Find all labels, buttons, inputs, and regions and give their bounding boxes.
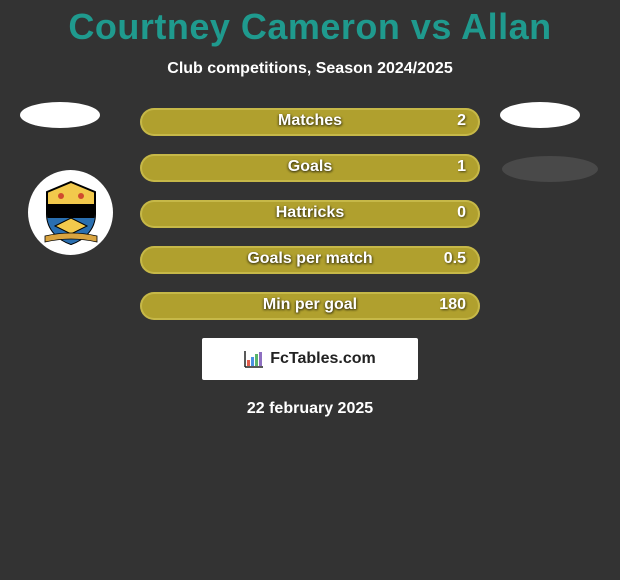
root: Courtney Cameron vs Allan Club competiti… <box>0 0 620 580</box>
date-text: 22 february 2025 <box>0 400 620 418</box>
stat-row-matches: Matches 2 <box>140 108 480 136</box>
right-mid-ellipse <box>502 156 598 182</box>
right-top-ellipse <box>500 102 580 128</box>
stat-value: 1 <box>457 158 466 176</box>
stat-label: Hattricks <box>140 204 480 222</box>
stat-row-gpm: Goals per match 0.5 <box>140 246 480 274</box>
club-crest-icon <box>41 180 101 246</box>
stat-value: 2 <box>457 112 466 130</box>
stat-label: Min per goal <box>140 296 480 314</box>
club-badge <box>28 170 113 255</box>
page-title: Courtney Cameron vs Allan <box>0 0 620 48</box>
left-ellipse <box>20 102 100 128</box>
stat-row-hattricks: Hattricks 0 <box>140 200 480 228</box>
bar-chart-icon <box>244 350 264 368</box>
page-subtitle: Club competitions, Season 2024/2025 <box>0 60 620 78</box>
stat-label: Goals per match <box>140 250 480 268</box>
fctables-logo-box: FcTables.com <box>202 338 418 380</box>
stat-value: 0.5 <box>444 250 466 268</box>
stat-row-goals: Goals 1 <box>140 154 480 182</box>
stat-value: 180 <box>439 296 466 314</box>
stat-row-mpg: Min per goal 180 <box>140 292 480 320</box>
stat-label: Goals <box>140 158 480 176</box>
stat-value: 0 <box>457 204 466 222</box>
stat-label: Matches <box>140 112 480 130</box>
fctables-text: FcTables.com <box>270 350 376 368</box>
